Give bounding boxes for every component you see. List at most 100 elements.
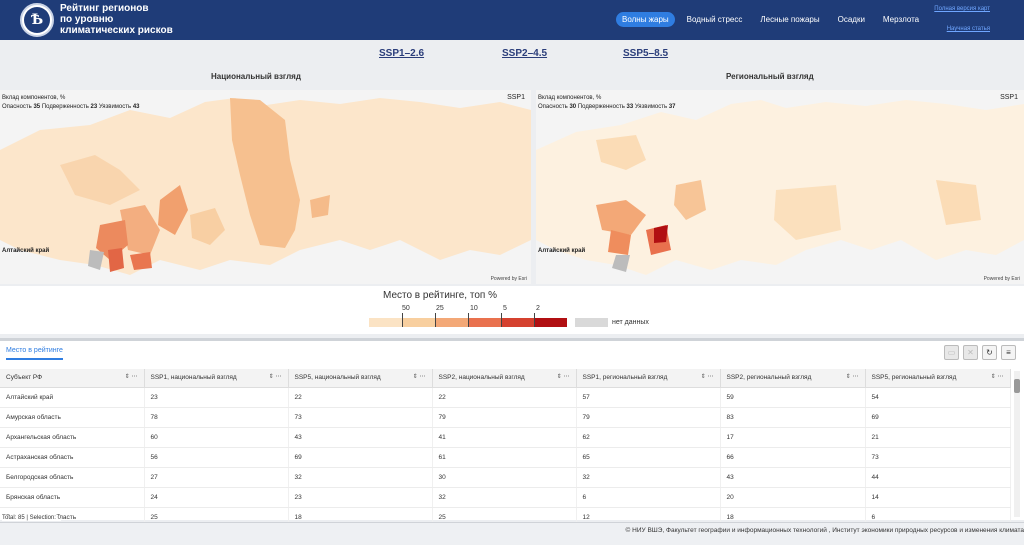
rank-cell: 21 bbox=[865, 427, 1011, 448]
rank-cell: 69 bbox=[865, 407, 1011, 428]
rank-cell: 44 bbox=[865, 467, 1011, 488]
column-header[interactable]: SSP2, региональный взгляд ⇕ ⋯ bbox=[720, 369, 866, 388]
column-header[interactable]: SSP2, национальный взгляд ⇕ ⋯ bbox=[432, 369, 577, 388]
sort-menu-icon[interactable]: ⇕ ⋯ bbox=[700, 374, 714, 380]
table-row[interactable]: Астраханская область 56 69 61 65 66 73 bbox=[0, 447, 1011, 468]
rank-swatch bbox=[402, 318, 435, 327]
column-header-label: SSP5, региональный взгляд bbox=[871, 374, 957, 382]
app-header: Ѣ Рейтинг регионов по уровню климатическ… bbox=[0, 0, 1024, 40]
sort-menu-icon[interactable]: ⇕ ⋯ bbox=[268, 374, 282, 380]
rank-cell: 6 bbox=[576, 487, 721, 508]
hse-logo: Ѣ bbox=[20, 3, 54, 37]
column-header[interactable]: Субъект РФ ⇕ ⋯ bbox=[0, 369, 145, 388]
nav-heatwaves[interactable]: Волны жары bbox=[616, 12, 675, 27]
scenario-ssp2[interactable]: SSP2–4.5 bbox=[502, 48, 548, 59]
component-label: Подверженность bbox=[577, 104, 625, 110]
sort-menu-icon[interactable]: ⇕ ⋯ bbox=[412, 374, 426, 380]
national-map[interactable]: Вклад компонентов, % Опасность 35 Подвер… bbox=[0, 90, 531, 284]
refresh-icon[interactable]: ↻ bbox=[982, 345, 997, 360]
table-row[interactable]: Архангельская область 60 43 41 62 17 21 bbox=[0, 427, 1011, 448]
esri-credit: Powered by Esri bbox=[490, 276, 527, 282]
sort-menu-icon[interactable]: ⇕ ⋯ bbox=[124, 374, 138, 380]
full-maps-link[interactable]: Полная версия карт bbox=[934, 6, 990, 12]
rank-cell: 73 bbox=[288, 407, 433, 428]
rank-tick-mark bbox=[534, 313, 535, 327]
logo-mark: Ѣ bbox=[24, 7, 50, 33]
rank-tick-label: 5 bbox=[503, 305, 507, 312]
tab-ranking[interactable]: Место в рейтинге bbox=[6, 347, 63, 360]
rank-tick-mark bbox=[501, 313, 502, 327]
rank-cell: 65 bbox=[576, 447, 721, 468]
national-ssp-label: SSP1 bbox=[507, 94, 525, 101]
options-menu-icon[interactable]: ≡ bbox=[1001, 345, 1016, 360]
sort-menu-icon[interactable]: ⇕ ⋯ bbox=[556, 374, 570, 380]
rank-swatch bbox=[534, 318, 567, 327]
rank-cell: 17 bbox=[720, 427, 866, 448]
nav-permafrost[interactable]: Мерзлота bbox=[882, 15, 920, 24]
zoom-to-selection-icon[interactable]: ▭ bbox=[944, 345, 959, 360]
table-row[interactable]: Брянская область 24 23 32 6 20 14 bbox=[0, 487, 1011, 508]
rank-cell: 23 bbox=[288, 487, 433, 508]
column-header-label: SSP2, национальный взгляд bbox=[438, 374, 525, 382]
clear-selection-icon[interactable]: ✕ bbox=[963, 345, 978, 360]
nav-wildfires[interactable]: Лесные пожары bbox=[760, 15, 820, 24]
paper-link[interactable]: Научная статья bbox=[946, 26, 990, 32]
nav-precipitation[interactable]: Осадки bbox=[837, 15, 865, 24]
scenario-ssp5[interactable]: SSP5–8.5 bbox=[623, 48, 669, 59]
footer-copyright: © НИУ ВШЭ, Факультет географии и информа… bbox=[625, 527, 1024, 534]
rank-swatch bbox=[501, 318, 534, 327]
region-cell: Астраханская область bbox=[0, 447, 145, 468]
column-header[interactable]: SSP1, региональный взгляд ⇕ ⋯ bbox=[576, 369, 721, 388]
column-header-label: SSP1, региональный взгляд bbox=[582, 374, 668, 382]
rank-cell: 14 bbox=[865, 487, 1011, 508]
table-row[interactable]: Белгородская область 27 32 30 32 43 44 bbox=[0, 467, 1011, 488]
column-header-label: Субъект РФ bbox=[6, 374, 43, 382]
page-footer: © НИУ ВШЭ, Факультет географии и информа… bbox=[0, 522, 1024, 545]
national-component-legend: Вклад компонентов, % Опасность 35 Подвер… bbox=[2, 94, 140, 112]
component-value: 30 bbox=[569, 104, 577, 110]
rank-cell: 79 bbox=[432, 407, 577, 428]
nav-water-stress[interactable]: Водный стресс bbox=[686, 15, 743, 24]
rank-color-scale bbox=[369, 318, 567, 327]
sort-menu-icon[interactable]: ⇕ ⋯ bbox=[845, 374, 859, 380]
regional-component-legend: Вклад компонентов, % Опасность 30 Подвер… bbox=[538, 94, 676, 112]
scenario-ssp1[interactable]: SSP1–2.6 bbox=[379, 48, 425, 59]
table-scrollbar[interactable] bbox=[1014, 371, 1020, 517]
esri-credit: Powered by Esri bbox=[983, 276, 1020, 282]
table-row[interactable]: Амурская область 78 73 79 79 83 69 bbox=[0, 407, 1011, 428]
rank-cell: 57 bbox=[576, 387, 721, 408]
region-cell: Алтайский край bbox=[0, 387, 145, 408]
rank-cell: 60 bbox=[144, 427, 289, 448]
column-header[interactable]: SSP1, национальный взгляд ⇕ ⋯ bbox=[144, 369, 289, 388]
component-label: Уязвимость bbox=[634, 104, 668, 110]
rank-tick-label: 25 bbox=[436, 305, 444, 312]
sort-menu-icon[interactable]: ⇕ ⋯ bbox=[990, 374, 1004, 380]
table-row[interactable]: Алтайский край 23 22 22 57 59 54 bbox=[0, 387, 1011, 408]
column-header[interactable]: SSP5, национальный взгляд ⇕ ⋯ bbox=[288, 369, 433, 388]
rank-cell: 79 bbox=[576, 407, 721, 428]
column-header[interactable]: SSP5, региональный взгляд ⇕ ⋯ bbox=[865, 369, 1011, 388]
rank-cell: 66 bbox=[720, 447, 866, 468]
rank-tick-label: 50 bbox=[402, 305, 410, 312]
component-value: 33 bbox=[626, 104, 634, 110]
component-value: 37 bbox=[668, 104, 676, 110]
table-toolbar: ▭ ✕ ↻ ≡ bbox=[944, 345, 1016, 360]
rank-cell: 22 bbox=[288, 387, 433, 408]
rank-swatch bbox=[435, 318, 468, 327]
rank-cell: 62 bbox=[576, 427, 721, 448]
rank-cell: 32 bbox=[288, 467, 433, 488]
rank-tick-mark bbox=[468, 313, 469, 327]
table-header-row: Субъект РФ ⇕ ⋯ SSP1, национальный взгляд ⇕… bbox=[0, 369, 1011, 388]
national-region-label: Алтайский край bbox=[2, 248, 50, 254]
regional-map[interactable]: Вклад компонентов, % Опасность 30 Подвер… bbox=[536, 90, 1024, 284]
regional-view-title: Региональный взгляд bbox=[726, 72, 814, 81]
scrollbar-thumb[interactable] bbox=[1014, 379, 1020, 393]
rank-cell: 23 bbox=[144, 387, 289, 408]
rank-tick-label: 10 bbox=[470, 305, 478, 312]
rank-cell: 43 bbox=[288, 427, 433, 448]
hazard-nav: Волны жары Водный стресс Лесные пожары О… bbox=[616, 12, 925, 27]
rank-cell: 24 bbox=[144, 487, 289, 508]
rank-cell: 83 bbox=[720, 407, 866, 428]
rank-cell: 61 bbox=[432, 447, 577, 468]
rank-cell: 78 bbox=[144, 407, 289, 428]
